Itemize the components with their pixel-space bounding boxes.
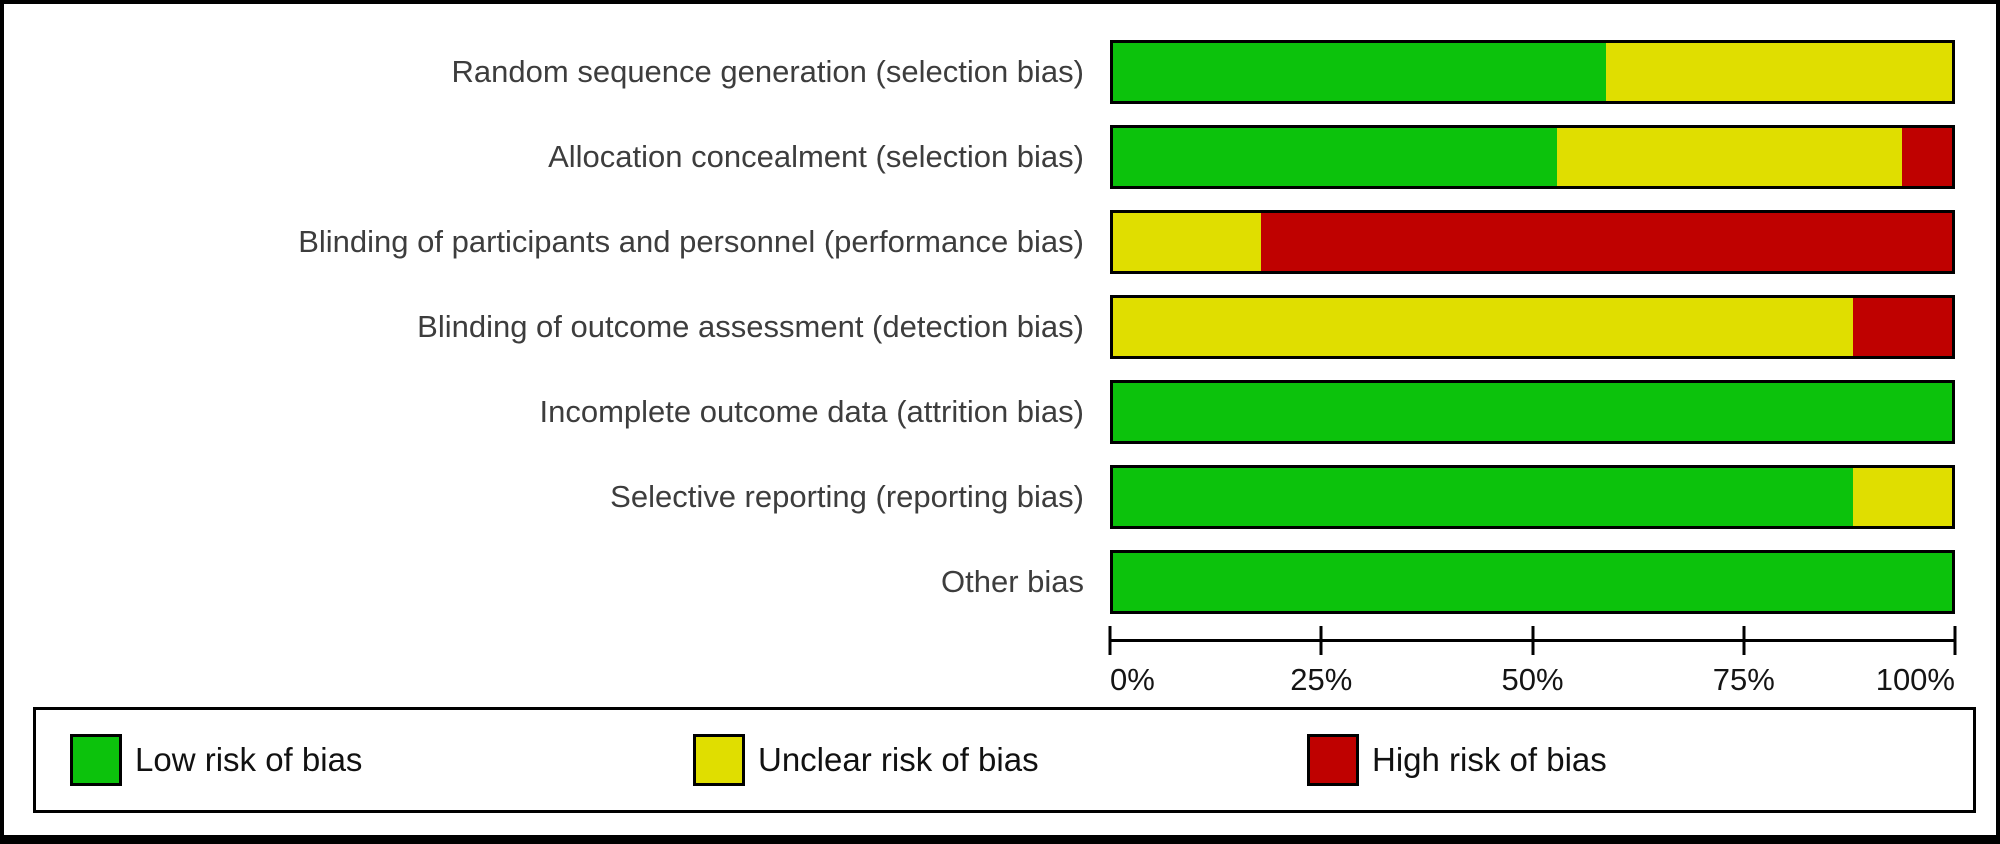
- stacked-bar: [1110, 39, 1955, 104]
- bar-segment-unclear: [1113, 297, 1853, 356]
- x-axis-tick: [1319, 626, 1323, 655]
- chart-row: Random sequence generation (selection bi…: [4, 29, 1996, 114]
- x-axis-tick-label: 100%: [1875, 662, 1955, 697]
- legend-item-low-risk: Low risk of bias: [70, 710, 362, 810]
- x-axis-tick-label: 50%: [1501, 662, 1564, 697]
- x-axis-tick-label: 75%: [1712, 662, 1775, 697]
- bar-segment-unclear: [1852, 467, 1952, 526]
- stacked-bar: [1110, 209, 1955, 274]
- x-axis-tick: [1531, 626, 1534, 655]
- bar-segment-high: [1852, 297, 1952, 356]
- category-label: Blinding of participants and personnel (…: [298, 223, 1084, 259]
- legend-label: Low risk of bias: [135, 741, 363, 778]
- chart-row: Selective reporting (reporting bias): [4, 454, 1996, 539]
- legend-swatch-high-risk: [1307, 734, 1359, 786]
- x-axis-tick: [1742, 626, 1746, 655]
- stacked-bar: [1110, 549, 1955, 614]
- chart-row: Incomplete outcome data (attrition bias): [4, 369, 1996, 454]
- category-label: Selective reporting (reporting bias): [610, 478, 1084, 514]
- bar-segment-low: [1113, 127, 1557, 186]
- bar-segment-high: [1902, 127, 1952, 186]
- category-label: Random sequence generation (selection bi…: [451, 53, 1084, 89]
- legend: Low risk of bias Unclear risk of bias Hi…: [33, 707, 1976, 813]
- bar-segment-unclear: [1113, 212, 1261, 271]
- legend-swatch-unclear-risk: [693, 734, 745, 786]
- bar-segment-low: [1113, 552, 1952, 611]
- legend-label: Unclear risk of bias: [758, 741, 1039, 778]
- stacked-bar: [1110, 294, 1955, 359]
- legend-swatch-low-risk: [70, 734, 122, 786]
- x-axis-tick: [1953, 626, 1957, 655]
- stacked-bar: [1110, 379, 1955, 444]
- category-label: Allocation concealment (selection bias): [548, 138, 1084, 174]
- bar-segment-low: [1113, 42, 1607, 101]
- legend-item-high-risk: High risk of bias: [1307, 710, 1607, 810]
- chart-row: Blinding of participants and personnel (…: [4, 199, 1996, 284]
- bar-segment-unclear: [1556, 127, 1903, 186]
- category-label: Incomplete outcome data (attrition bias): [539, 393, 1085, 429]
- chart-rows: Random sequence generation (selection bi…: [4, 29, 1996, 624]
- x-axis-tick-label: 25%: [1290, 662, 1353, 697]
- legend-item-unclear-risk: Unclear risk of bias: [693, 710, 1039, 810]
- bar-segment-high: [1260, 212, 1952, 271]
- category-label: Other bias: [940, 563, 1084, 599]
- chart-row: Allocation concealment (selection bias): [4, 114, 1996, 199]
- chart-row: Blinding of outcome assessment (detectio…: [4, 284, 1996, 369]
- x-axis-tick: [1108, 626, 1112, 655]
- chart-row: Other bias: [4, 539, 1996, 624]
- x-axis-tick-label: 0%: [1110, 662, 1155, 697]
- stacked-bar: [1110, 124, 1955, 189]
- x-axis: 0% 25% 50% 75% 100%: [1108, 624, 1957, 714]
- category-label: Blinding of outcome assessment (detectio…: [417, 308, 1084, 344]
- bar-segment-low: [1113, 382, 1952, 441]
- bar-segment-unclear: [1606, 42, 1952, 101]
- legend-label: High risk of bias: [1372, 741, 1607, 778]
- stacked-bar: [1110, 464, 1955, 529]
- bar-segment-low: [1113, 467, 1853, 526]
